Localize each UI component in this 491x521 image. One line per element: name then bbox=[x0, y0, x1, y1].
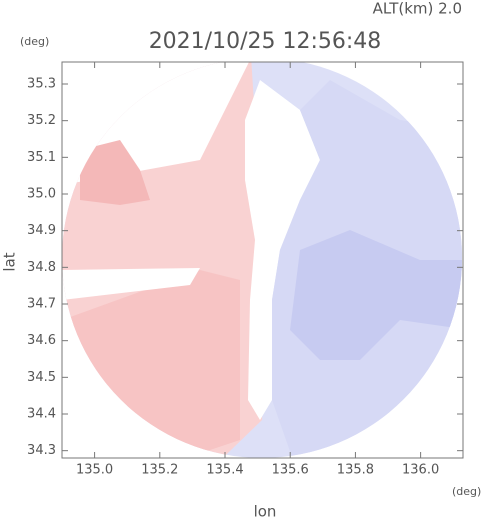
x-tick-label: 135.4 bbox=[206, 463, 243, 478]
y-tick-label: 34.8 bbox=[27, 260, 56, 275]
y-tick-label: 34.6 bbox=[27, 333, 56, 348]
x-tick-label: 136.0 bbox=[402, 463, 439, 478]
y-tick-label: 35.3 bbox=[27, 77, 56, 92]
altitude-label: ALT(km) 2.0 bbox=[373, 0, 462, 18]
y-tick-label: 34.9 bbox=[27, 223, 56, 238]
y-tick-label: 35.0 bbox=[27, 187, 56, 202]
x-axis-label: lon bbox=[254, 503, 277, 521]
x-tick-label: 135.6 bbox=[272, 463, 309, 478]
y-tick-label: 35.1 bbox=[27, 150, 56, 165]
x-tick-label: 135.8 bbox=[337, 463, 374, 478]
y-tick-label: 34.3 bbox=[27, 443, 56, 458]
chart-title: 2021/10/25 12:56:48 bbox=[149, 29, 382, 54]
plot-frame bbox=[61, 61, 464, 459]
y-tick-label: 35.2 bbox=[27, 113, 56, 128]
radar-field bbox=[62, 62, 462, 458]
x-tick-label: 135.0 bbox=[76, 463, 113, 478]
y-tick-label: 34.4 bbox=[27, 407, 56, 422]
y-unit: (deg) bbox=[20, 35, 49, 48]
y-tick-label: 34.7 bbox=[27, 297, 56, 312]
y-tick-label: 34.5 bbox=[27, 370, 56, 385]
y-axis-label: lat bbox=[1, 252, 19, 271]
x-unit: (deg) bbox=[452, 485, 481, 498]
x-tick-label: 135.2 bbox=[141, 463, 178, 478]
